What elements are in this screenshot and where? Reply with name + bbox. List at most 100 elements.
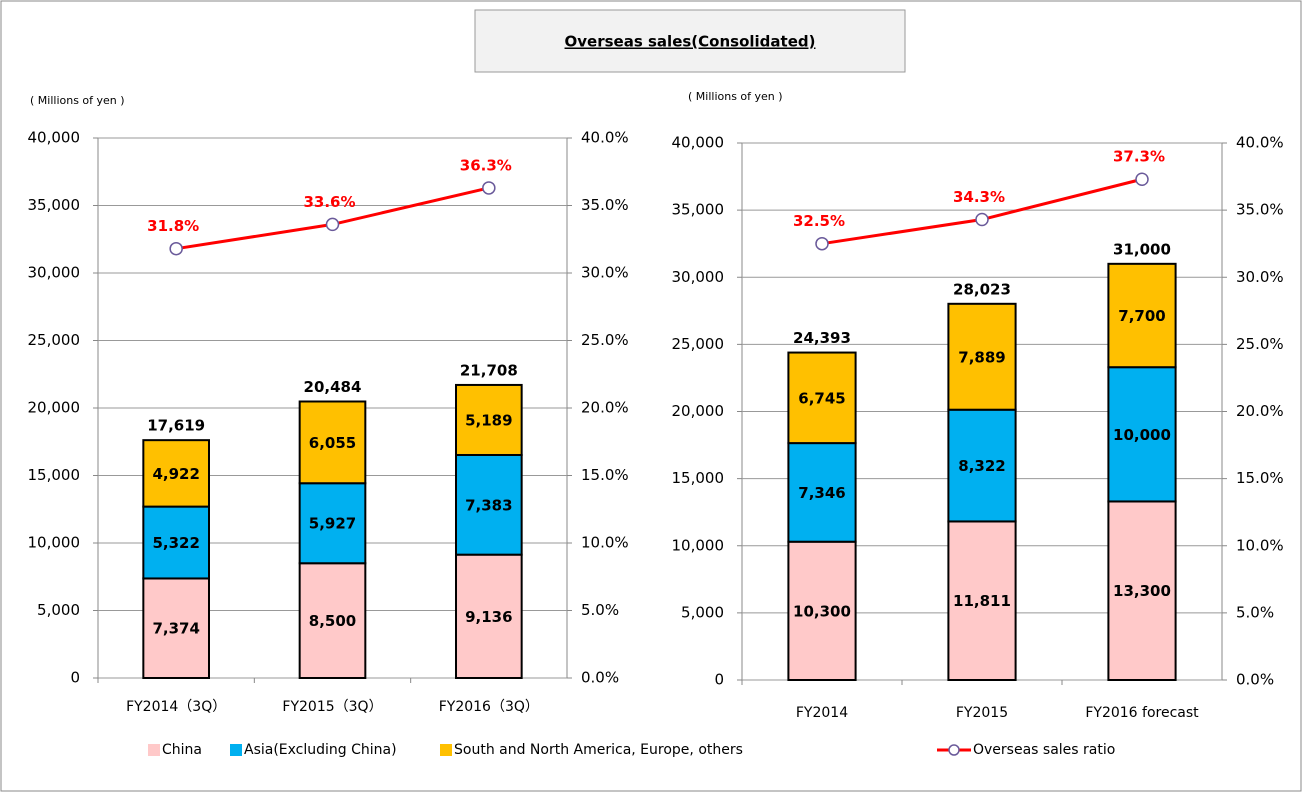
- y-tick-label: 25,000: [672, 335, 725, 353]
- ratio-label: 32.5%: [793, 212, 845, 230]
- data-label: 5,927: [309, 515, 356, 533]
- y-tick-label: 15,000: [672, 469, 725, 487]
- y2-tick-label: 30.0%: [1236, 268, 1284, 286]
- y2-tick-label: 30.0%: [581, 264, 629, 282]
- bar-segment: [1107, 500, 1177, 682]
- y-tick-label: 5,000: [37, 601, 80, 619]
- y2-tick-label: 40.0%: [1236, 134, 1284, 152]
- bar-segment: [1107, 366, 1177, 503]
- ratio-point: [482, 181, 496, 195]
- y2-tick-label: 25.0%: [1236, 335, 1284, 353]
- ratio-point: [169, 241, 183, 256]
- y-tick-label: 30,000: [28, 264, 81, 282]
- legend-swatch: [148, 744, 160, 756]
- y-tick-label: 10,000: [28, 534, 81, 552]
- total-label: 17,619: [147, 417, 205, 435]
- ratio-label: 37.3%: [1113, 148, 1165, 166]
- bar-segment: [142, 505, 210, 580]
- y2-tick-label: 35.0%: [1236, 201, 1284, 219]
- data-label: 6,745: [798, 389, 845, 407]
- data-label: 9,136: [465, 608, 512, 626]
- x-tick-label: FY2016 forecast: [1085, 705, 1199, 721]
- total-label: 20,484: [304, 378, 362, 396]
- y2-tick-label: 10.0%: [1236, 536, 1284, 554]
- bar-segment: [298, 562, 367, 679]
- y2-tick-label: 0.0%: [581, 669, 619, 687]
- y2-tick-label: 10.0%: [581, 534, 629, 552]
- data-label: 11,811: [953, 592, 1011, 610]
- y-tick-label: 0: [70, 669, 80, 687]
- data-label: 7,346: [798, 484, 845, 502]
- x-tick-label: FY2015（3Q）: [282, 699, 382, 715]
- data-label: 8,322: [958, 457, 1005, 475]
- legend-label: Overseas sales ratio: [973, 742, 1115, 758]
- bar-segment: [787, 351, 857, 445]
- legend-label: Asia(Excluding China): [244, 742, 397, 758]
- legend-label: South and North America, Europe, others: [454, 742, 743, 758]
- bar-segment: [947, 302, 1017, 411]
- y-tick-label: 5,000: [681, 603, 724, 621]
- y-axis-label: ( Millions of yen ): [30, 94, 125, 107]
- y2-tick-label: 25.0%: [581, 331, 629, 349]
- ratio-label: 34.3%: [953, 188, 1005, 206]
- y2-tick-label: 5.0%: [581, 601, 619, 619]
- x-tick-label: FY2014（3Q）: [126, 699, 226, 715]
- data-label: 8,500: [309, 612, 356, 630]
- y2-tick-label: 20.0%: [581, 399, 629, 417]
- data-label: 5,189: [465, 411, 512, 429]
- data-label: 7,383: [465, 496, 512, 514]
- ratio-point: [975, 212, 989, 227]
- data-label: 6,055: [309, 434, 356, 452]
- y2-tick-label: 20.0%: [1236, 402, 1284, 420]
- data-label: 7,374: [152, 620, 199, 638]
- data-label: 10,000: [1113, 426, 1171, 444]
- data-label: 5,322: [152, 534, 199, 552]
- y-tick-label: 15,000: [28, 466, 81, 484]
- data-label: 4,922: [152, 465, 199, 483]
- ratio-point: [325, 217, 340, 232]
- y-tick-label: 20,000: [28, 399, 81, 417]
- bar-segment: [1107, 262, 1177, 369]
- bar-segment: [947, 520, 1017, 681]
- total-label: 31,000: [1113, 240, 1171, 258]
- y-tick-label: 35,000: [28, 196, 81, 214]
- ratio-point: [1135, 172, 1149, 186]
- y-tick-label: 10,000: [672, 536, 725, 554]
- bar-segment: [142, 439, 210, 508]
- data-label: 13,300: [1113, 582, 1171, 600]
- y2-tick-label: 15.0%: [1236, 469, 1284, 487]
- ratio-label: 31.8%: [147, 217, 199, 235]
- y2-tick-label: 40.0%: [581, 129, 629, 147]
- y-tick-label: 0: [714, 671, 724, 689]
- data-label: 10,300: [793, 602, 851, 620]
- y-tick-label: 30,000: [672, 268, 725, 286]
- x-tick-label: FY2015: [956, 705, 1008, 721]
- bar-segment: [455, 553, 523, 679]
- total-label: 24,393: [793, 329, 851, 347]
- legend-swatch: [440, 744, 452, 756]
- x-tick-label: FY2014: [796, 705, 848, 721]
- y2-tick-label: 5.0%: [1236, 603, 1274, 621]
- ratio-label: 33.6%: [303, 193, 355, 211]
- data-label: 7,889: [958, 348, 1005, 366]
- y2-tick-label: 35.0%: [581, 196, 629, 214]
- y-tick-label: 35,000: [672, 201, 725, 219]
- y-tick-label: 40,000: [672, 134, 725, 152]
- x-tick-label: FY2016（3Q）: [439, 699, 539, 715]
- legend-label: China: [162, 742, 202, 758]
- y-tick-label: 25,000: [28, 331, 81, 349]
- bar-segment: [298, 400, 367, 485]
- legend-marker: [948, 744, 960, 756]
- bar-segment: [455, 383, 523, 456]
- title-box: [474, 9, 906, 73]
- ratio-label: 36.3%: [460, 156, 512, 174]
- chart-title: Overseas sales(Consolidated): [565, 33, 816, 51]
- ratio-point: [815, 236, 829, 251]
- y-tick-label: 20,000: [672, 402, 725, 420]
- y2-tick-label: 15.0%: [581, 466, 629, 484]
- bar-segment: [787, 442, 857, 543]
- y-tick-label: 40,000: [28, 129, 81, 147]
- y-axis-label: ( Millions of yen ): [688, 90, 783, 103]
- total-label: 21,708: [460, 361, 518, 379]
